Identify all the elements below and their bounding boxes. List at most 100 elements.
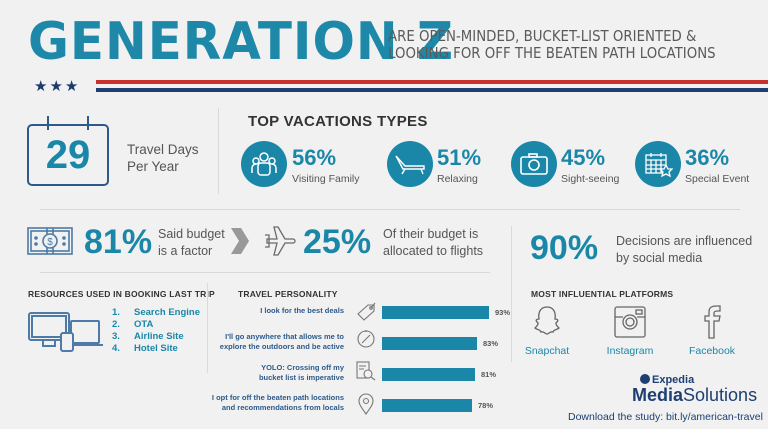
stars-icon: ★★★	[34, 78, 81, 95]
social-pct: 90%	[530, 229, 599, 267]
resource-label: Airline Site	[134, 331, 184, 342]
divider	[40, 209, 740, 210]
platforms-heading: MOST INFLUENTIAL PLATFORMS	[531, 289, 674, 299]
money-icon: $	[27, 226, 73, 261]
personality-label: I'll go anywhere that allows me to explor…	[184, 332, 344, 351]
logo-bold-text: Media	[632, 385, 684, 405]
social-label-line-1: Decisions are influenced	[616, 234, 753, 248]
resource-num: 4.	[112, 343, 120, 354]
personality-bar-value: 78%	[478, 401, 494, 410]
travel-days-label: Travel Days Per Year	[127, 141, 199, 175]
lounge-chair-icon	[387, 141, 433, 187]
resource-item: 2. OTA	[112, 319, 200, 331]
budget-pct: 81%	[84, 223, 153, 261]
facebook-icon[interactable]	[700, 304, 724, 345]
vacation-item-text: 45% Sight-seeing	[561, 145, 620, 186]
checklist-search-icon	[356, 361, 376, 386]
platform-label-snapchat[interactable]: Snapchat	[524, 345, 570, 357]
logo-top-text: Expedia	[652, 374, 695, 386]
personality-bar	[382, 368, 475, 381]
tag-icon	[356, 302, 376, 327]
platform-label-facebook[interactable]: Facebook	[688, 345, 736, 357]
personality-bar-value: 81%	[481, 370, 497, 379]
budget-label-line-2: is a factor	[158, 244, 213, 258]
globe-icon	[640, 374, 650, 384]
personality-label: YOLO: Crossing off my bucket list is impe…	[184, 363, 344, 382]
resource-num: 2.	[112, 319, 120, 330]
vacation-item	[241, 141, 287, 187]
blue-stripe	[96, 88, 768, 92]
vacation-pct: 45%	[561, 145, 606, 170]
personality-label-line-1: YOLO: Crossing off my	[261, 363, 344, 372]
vacation-item-text: 51% Relaxing	[437, 145, 482, 186]
divider	[218, 108, 219, 194]
map-pin-icon	[358, 393, 374, 420]
travel-days-value: 29	[45, 133, 91, 177]
subtitle-line-1: ARE OPEN-MINDED, BUCKET-LIST ORIENTED &	[388, 27, 697, 45]
vacation-item-text: 36% Special Event	[685, 146, 750, 186]
resource-label: OTA	[134, 319, 154, 330]
resource-num: 1.	[112, 307, 120, 318]
resource-item: 1. Search Engine	[112, 307, 200, 319]
divider	[40, 272, 490, 273]
resource-item: 3. Airline Site	[112, 331, 200, 343]
flights-pct: 25%	[303, 223, 372, 261]
airplane-icon	[264, 224, 298, 263]
subtitle-line-2: LOOKING FOR OFF THE BEATEN PATH LOCATION…	[388, 44, 716, 62]
flights-label-line-1: Of their budget is	[383, 227, 479, 241]
calendar-star-icon	[635, 141, 681, 187]
personality-bar	[382, 399, 472, 412]
personality-label-line-1: I opt for off the beaten path locations	[211, 393, 344, 402]
calendar-icon: 29	[27, 116, 109, 186]
platform-label-instagram[interactable]: Instagram	[606, 345, 654, 357]
personality-label: I opt for off the beaten path locations a…	[184, 393, 344, 412]
personality-bar-value: 83%	[483, 339, 499, 348]
resource-num: 3.	[112, 331, 120, 342]
vacation-item	[635, 141, 681, 187]
personality-label-line-2: bucket list is imperative	[258, 372, 344, 382]
personality-bar	[382, 306, 489, 319]
resource-item: 4. Hotel Site	[112, 343, 200, 355]
chevron-right-icon	[229, 226, 251, 261]
personality-label-line-1: I'll go anywhere that allows me to	[225, 332, 344, 341]
travel-days-label-line-1: Travel Days	[127, 142, 199, 157]
vacation-item	[387, 141, 433, 187]
flights-label-line-2: allocated to flights	[383, 244, 484, 258]
page-title: GENERATION Z	[28, 12, 455, 72]
personality-heading: TRAVEL PERSONALITY	[238, 289, 338, 299]
vacation-label: Special Event	[685, 173, 750, 185]
vacation-types-heading: TOP VACATIONS TYPES	[248, 113, 428, 130]
vacation-item-text: 56% Visiting Family	[292, 145, 360, 186]
vacation-pct: 51%	[437, 145, 482, 170]
vacation-label: Visiting Family	[292, 173, 360, 185]
budget-label-line-1: Said budget	[158, 227, 225, 241]
camera-icon	[511, 141, 557, 187]
vacation-pct: 56%	[292, 145, 337, 170]
compass-icon	[356, 329, 376, 354]
expedia-logo: Expedia	[640, 374, 694, 386]
media-solutions-logo: MediaSolutions	[632, 385, 757, 406]
divider	[511, 226, 512, 362]
personality-label-line-2: explore the outdoors and be active	[219, 341, 344, 351]
personality-label-line-2: and recommendations from locals	[221, 402, 344, 412]
flights-label: Of their budget is allocated to flights	[383, 226, 483, 260]
download-link[interactable]: Download the study: bit.ly/american-trav…	[568, 411, 763, 423]
social-label: Decisions are influenced by social media	[616, 233, 752, 267]
social-label-line-2: by social media	[616, 251, 703, 265]
personality-bar-value: 93%	[495, 308, 511, 317]
resource-label: Search Engine	[134, 307, 200, 318]
vacation-label: Sight-seeing	[561, 173, 620, 185]
divider	[207, 283, 208, 373]
snapchat-icon[interactable]	[532, 305, 562, 344]
red-stripe	[96, 80, 768, 84]
resource-label: Hotel Site	[134, 343, 178, 354]
budget-label: Said budget is a factor	[158, 226, 225, 260]
devices-icon	[27, 311, 103, 358]
vacation-label: Relaxing	[437, 173, 478, 185]
personality-label: I look for the best deals	[184, 306, 344, 316]
vacation-item	[511, 141, 557, 187]
resources-list: 1. Search Engine 2. OTA 3. Airline Site 4. H…	[112, 307, 200, 355]
instagram-icon[interactable]	[614, 306, 646, 343]
svg-text:$: $	[47, 237, 53, 248]
family-icon	[241, 141, 287, 187]
